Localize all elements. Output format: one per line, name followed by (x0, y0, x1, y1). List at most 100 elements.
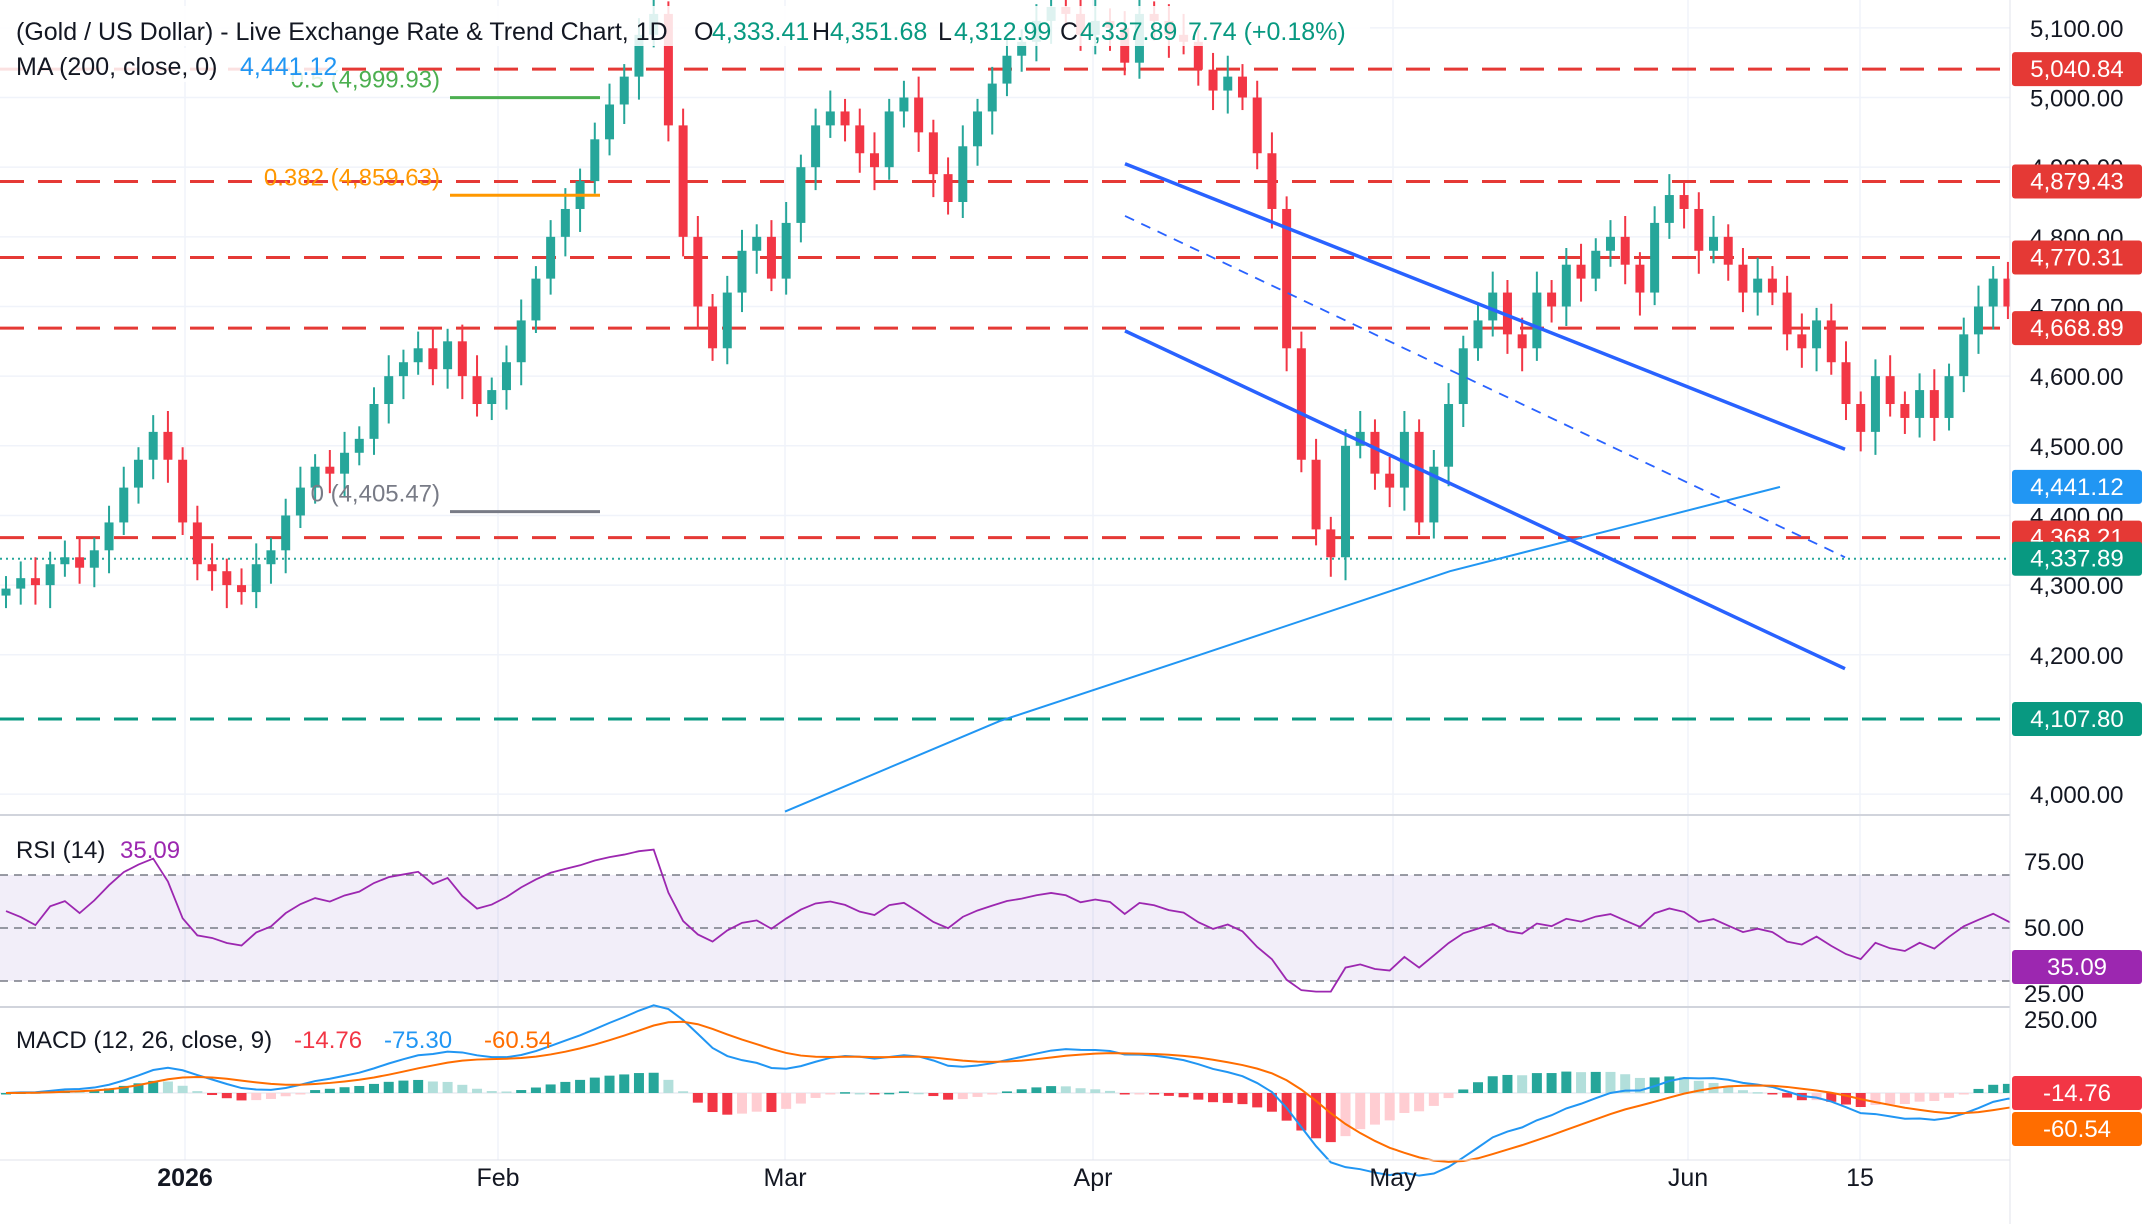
candle-body (296, 488, 305, 516)
candle-body (399, 362, 408, 376)
macd-hist-bar (1149, 1093, 1159, 1095)
candle-body (237, 585, 246, 592)
macd-hist-bar (1767, 1093, 1777, 1095)
ma-200-polyline (785, 487, 1780, 812)
candle-body (208, 564, 217, 571)
open-value: 4,333.41 (712, 18, 809, 46)
candle-body (1002, 56, 1011, 84)
candle-body (193, 522, 202, 564)
candle-body (1370, 432, 1379, 474)
macd-hist-bar (413, 1080, 423, 1093)
low-value: 4,312.99 (954, 18, 1051, 46)
indicator-panes (0, 815, 2010, 1007)
price-badge-text: 4,337.89 (2030, 546, 2123, 573)
x-tick-label: 2026 (157, 1164, 213, 1192)
macd-hist-value: -60.54 (484, 1027, 552, 1054)
y-tick-label: 4,300.00 (2030, 573, 2123, 600)
candle-body (1474, 320, 1483, 348)
candle-body (752, 237, 761, 251)
ma-legend-value: 4,441.12 (240, 53, 337, 81)
macd-hist-bar (899, 1091, 909, 1093)
macd-tick-250: 250.00 (2024, 1007, 2097, 1034)
x-tick-label: Feb (476, 1164, 519, 1192)
candle-body (1827, 320, 1836, 362)
candle-body (1945, 376, 1954, 418)
macd-hist-bar (943, 1093, 953, 1100)
y-tick-label: 4,500.00 (2030, 434, 2123, 461)
chart-title: (Gold / US Dollar) - Live Exchange Rate … (16, 18, 668, 46)
candle-body (811, 125, 820, 167)
macd-hist-bar (590, 1078, 600, 1093)
candle-body (899, 98, 908, 112)
candle-body (620, 77, 629, 105)
macd-hist-bar (708, 1093, 718, 1112)
rsi-tick-50: 50.00 (2024, 915, 2084, 942)
y-tick-label: 4,600.00 (2030, 364, 2123, 391)
candle-body (75, 557, 84, 567)
candle-body (1591, 251, 1600, 279)
candle-body (60, 557, 69, 564)
macd-hist-bar (1399, 1093, 1409, 1113)
candle-body (870, 153, 879, 167)
macd-hist-bar (869, 1093, 879, 1095)
macd-hist-bar (1252, 1093, 1262, 1107)
candle-body (1341, 446, 1350, 557)
macd-hist-bar (781, 1093, 791, 1109)
macd-hist-bar (354, 1086, 364, 1093)
candle-body (1415, 432, 1424, 523)
macd-hist-bar (693, 1093, 703, 1103)
legend-header: (Gold / US Dollar) - Live Exchange Rate … (0, 6, 1370, 82)
candle-body (1665, 195, 1674, 223)
macd-hist-bar (1355, 1093, 1365, 1129)
macd-hist-bar (1473, 1082, 1483, 1093)
candle-body (1459, 348, 1468, 404)
candle-body (90, 550, 99, 567)
x-tick-label: Mar (763, 1164, 806, 1192)
candle-body (944, 174, 953, 202)
candle-body (1635, 265, 1644, 293)
candle-body (31, 578, 40, 585)
candle-body (988, 84, 997, 112)
macd-hist-bar (811, 1093, 821, 1098)
candle-body (1842, 362, 1851, 404)
high-value: 4,351.68 (830, 18, 927, 46)
macd-hist-bar (914, 1093, 924, 1095)
macd-signal-value: -75.30 (384, 1027, 452, 1054)
macd-hist-bar (237, 1093, 247, 1100)
candle-body (1650, 223, 1659, 293)
candle-body (46, 564, 55, 585)
macd-hist-bar (560, 1082, 570, 1093)
low-label: L (938, 18, 952, 46)
candle-body (796, 167, 805, 223)
macd-hist-bar (1944, 1093, 1954, 1098)
macd-hist-bar (1341, 1093, 1351, 1136)
candle-body (517, 320, 526, 362)
candle-body (1871, 376, 1880, 432)
macd-hist-bar (722, 1093, 732, 1115)
macd-hist-bar (1738, 1090, 1748, 1093)
candle-body (708, 306, 717, 348)
candle-body (1267, 153, 1276, 209)
candle-body (958, 146, 967, 202)
signal-badge-text: -60.54 (2043, 1116, 2111, 1143)
macd-hist-bar (1061, 1086, 1071, 1093)
macd-hist-bar (457, 1085, 467, 1093)
fib-label: 0 (4,405.47) (311, 481, 440, 508)
macd-hist-bar (1576, 1072, 1586, 1093)
macd-hist-bar (1105, 1091, 1115, 1093)
macd-hist-bar (958, 1093, 968, 1099)
x-tick-label: Jun (1668, 1164, 1708, 1192)
close-label: C (1060, 18, 1078, 46)
candle-body (1577, 265, 1586, 279)
candle-body (826, 111, 835, 125)
macd-hist-bar (398, 1081, 408, 1093)
candle-body (855, 125, 864, 153)
candle-body (281, 515, 290, 550)
candle-body (531, 279, 540, 321)
macd-hist-bar (1458, 1089, 1468, 1093)
macd-hist-bar (310, 1090, 320, 1093)
rsi-badge-text: 35.09 (2047, 954, 2107, 981)
macd-hist-bar (516, 1090, 526, 1093)
candle-body (266, 550, 275, 564)
macd-hist-bar (766, 1093, 776, 1112)
